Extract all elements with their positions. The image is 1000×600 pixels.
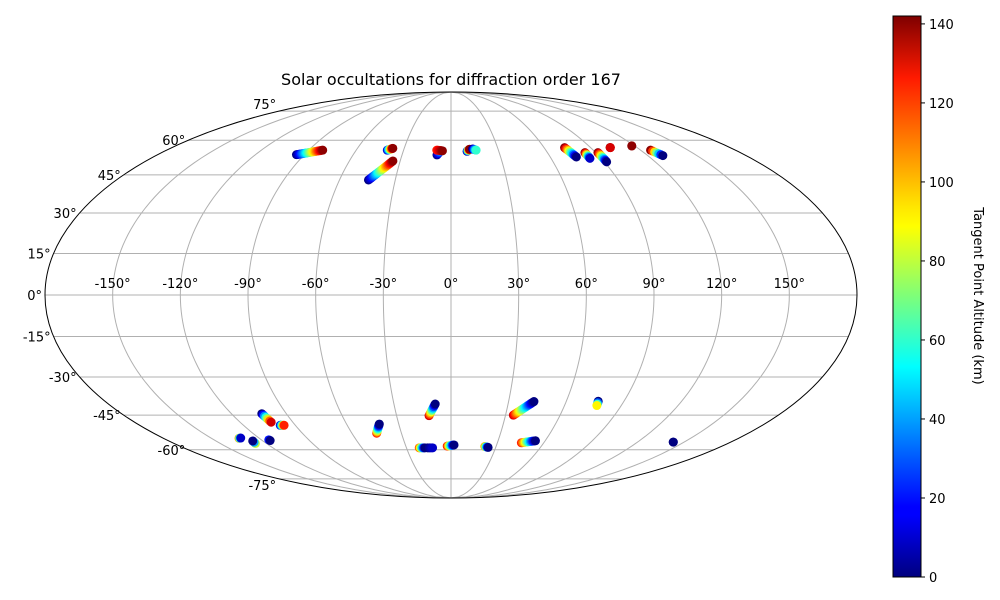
data-point: [483, 442, 493, 452]
colorbar: 0 20 40 60 80 100 120 140 Tangent Point Altitud…: [892, 15, 985, 586]
data-point: [471, 145, 481, 155]
colorbar-tick-label: 140: [929, 18, 954, 33]
colorbar-gradient: [892, 15, 922, 578]
data-point: [605, 143, 615, 153]
data-point: [265, 436, 275, 446]
data-point: [449, 440, 459, 450]
data-point: [529, 397, 539, 407]
colorbar-tick-label: 40: [929, 413, 946, 428]
data-point: [248, 436, 258, 446]
x-tick-label: -90°: [234, 277, 262, 292]
colorbar-tick-label: 0: [929, 571, 937, 586]
y-tick-label: 15°: [28, 247, 51, 262]
data-point: [430, 399, 440, 409]
grid-meridian: [450, 91, 790, 499]
y-tick-label: -45°: [93, 409, 121, 424]
colorbar-tick-label: 20: [929, 492, 946, 507]
y-tick-label: -30°: [49, 371, 77, 386]
data-point: [388, 156, 398, 166]
y-tick-label: 60°: [162, 134, 185, 149]
chart-title: Solar occultations for diffraction order…: [281, 70, 621, 89]
grid-meridian: [247, 91, 452, 499]
y-tick-label: -75°: [248, 479, 276, 494]
y-tick-label: 0°: [27, 289, 42, 304]
x-tick-label: 90°: [642, 277, 665, 292]
data-point: [530, 436, 540, 446]
grid: [45, 91, 857, 499]
grid-meridian: [315, 91, 452, 499]
grid-meridian: [450, 91, 723, 499]
data-point: [428, 443, 438, 453]
colorbar-ticks: 0 20 40 60 80 100 120 140: [921, 18, 954, 586]
x-tick-label: -120°: [162, 277, 198, 292]
data-point: [437, 146, 447, 156]
data-point: [236, 433, 246, 443]
grid-meridian: [450, 91, 520, 499]
colorbar-tick-label: 80: [929, 255, 946, 270]
x-tick-label: 60°: [575, 277, 598, 292]
grid-meridian: [450, 91, 587, 499]
grid-meridian: [450, 91, 655, 499]
colorbar-tick-label: 120: [929, 97, 954, 112]
y-tick-label: 30°: [54, 207, 77, 222]
x-tick-label: -60°: [302, 277, 330, 292]
data-point: [592, 401, 602, 411]
x-tick-label: 30°: [507, 277, 530, 292]
colorbar-label: Tangent Point Altitude (km): [970, 206, 985, 384]
data-point: [374, 419, 384, 429]
data-point: [318, 145, 328, 155]
data-point: [585, 153, 595, 163]
x-tick-label: -30°: [369, 277, 397, 292]
colorbar-tick-label: 60: [929, 334, 946, 349]
data-point: [279, 420, 289, 430]
y-tick-label: -15°: [23, 331, 51, 346]
data-point: [388, 143, 398, 153]
data-point: [658, 151, 668, 161]
data-point: [266, 417, 276, 427]
map-boundary: [44, 91, 858, 499]
grid-meridian: [382, 91, 452, 499]
data-point: [602, 157, 612, 167]
data-points: [234, 141, 678, 453]
grid-meridian: [112, 91, 452, 499]
data-point: [571, 152, 581, 162]
y-tick-label: 45°: [98, 169, 121, 184]
grid-meridian: [179, 91, 452, 499]
x-tick-labels: -150° -120° -90° -60° -30° 0° 30° 60° 90° 120° 150…: [95, 277, 805, 292]
y-tick-label: -60°: [158, 444, 186, 459]
x-tick-label: 150°: [774, 277, 805, 292]
x-tick-label: 0°: [444, 277, 459, 292]
data-point: [668, 437, 678, 447]
data-point: [627, 141, 637, 151]
x-tick-label: -150°: [95, 277, 131, 292]
y-tick-labels: -75° -60° -45° -30° -15° 0° 15° 30° 45° 60° 75°: [23, 98, 276, 494]
y-tick-label: 75°: [253, 98, 276, 113]
colorbar-tick-label: 100: [929, 176, 954, 191]
x-tick-label: 120°: [706, 277, 737, 292]
